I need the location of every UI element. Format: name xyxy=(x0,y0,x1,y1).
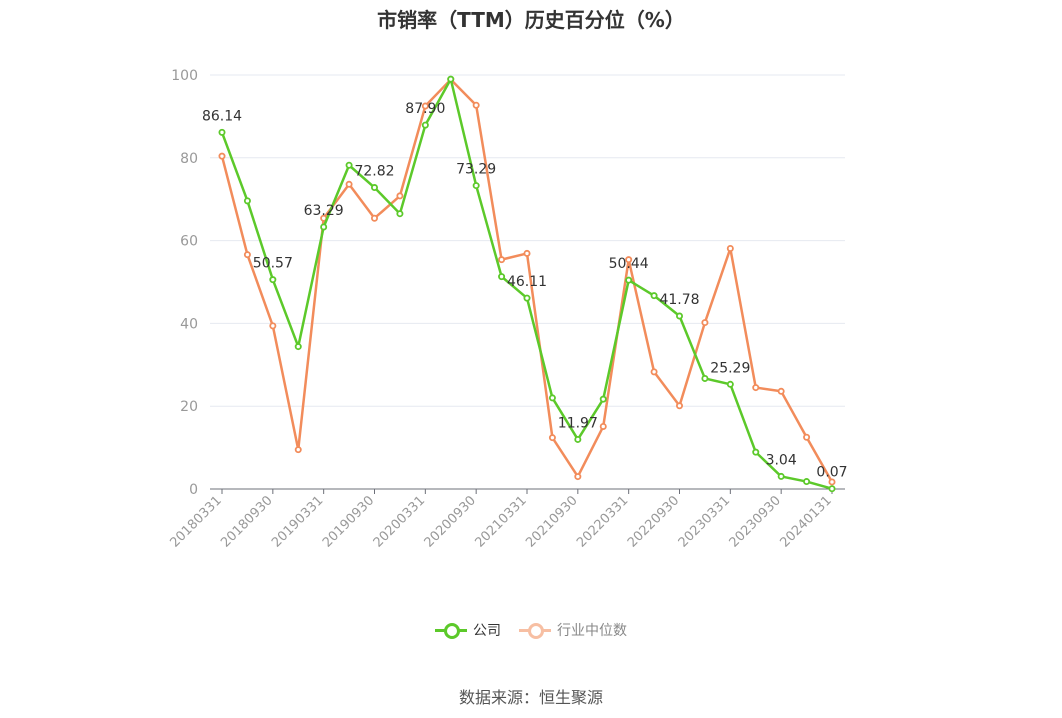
data-point xyxy=(777,387,785,395)
chart-title: 市销率（TTM）历史百分位（%） xyxy=(377,8,685,32)
data-point xyxy=(345,180,353,188)
data-point xyxy=(574,473,582,481)
data-point xyxy=(421,102,429,110)
data-point xyxy=(523,294,531,302)
data-label: 46.11 xyxy=(507,274,547,290)
data-label: 63.29 xyxy=(304,203,344,219)
x-tick-label: 20210331 xyxy=(472,493,529,550)
x-tick-label: 20230331 xyxy=(676,493,733,550)
x-tick-label: 20190331 xyxy=(269,493,326,550)
data-point xyxy=(370,214,378,222)
x-tick-label: 20240131 xyxy=(777,493,834,550)
data-point xyxy=(447,75,455,83)
data-point xyxy=(243,197,251,205)
source-note: 数据来源：恒生聚源 xyxy=(458,688,603,707)
data-point xyxy=(752,448,760,456)
x-tick-label: 20230930 xyxy=(727,493,784,550)
data-point xyxy=(421,121,429,129)
data-point xyxy=(803,478,811,486)
data-point xyxy=(498,256,506,264)
y-tick-label: 100 xyxy=(171,68,198,84)
data-point xyxy=(269,322,277,330)
data-label: 87.90 xyxy=(405,101,445,117)
data-label: 73.29 xyxy=(456,162,496,178)
data-point xyxy=(472,182,480,190)
data-point xyxy=(472,101,480,109)
data-point xyxy=(599,422,607,430)
legend-label-company: 公司 xyxy=(473,623,501,639)
y-tick-label: 80 xyxy=(180,151,198,167)
data-point xyxy=(777,472,785,480)
x-tick-label: 20180331 xyxy=(167,493,224,550)
data-point xyxy=(574,435,582,443)
data-point xyxy=(726,244,734,252)
y-tick-label: 40 xyxy=(180,316,198,332)
y-tick-label: 60 xyxy=(180,234,198,250)
x-tick-label: 20190930 xyxy=(320,493,377,550)
data-point xyxy=(676,312,684,320)
data-point xyxy=(828,478,836,486)
data-point xyxy=(498,273,506,281)
x-tick-label: 20180930 xyxy=(218,493,275,550)
data-point xyxy=(701,319,709,327)
legend-item-company[interactable]: 公司 xyxy=(435,620,501,640)
legend: 公司 行业中位数 xyxy=(0,620,1062,640)
data-point xyxy=(625,256,633,264)
x-tick-label: 20200331 xyxy=(371,493,428,550)
data-label: 25.29 xyxy=(710,360,750,376)
data-point xyxy=(726,380,734,388)
data-point xyxy=(396,192,404,200)
data-point xyxy=(345,161,353,169)
data-point xyxy=(294,343,302,351)
data-point xyxy=(803,433,811,441)
data-point xyxy=(548,394,556,402)
data-point xyxy=(599,395,607,403)
data-point xyxy=(650,368,658,376)
legend-label-industry-median: 行业中位数 xyxy=(557,623,627,639)
legend-marker-icon xyxy=(435,622,467,639)
y-tick-label: 0 xyxy=(189,482,198,498)
data-label: 11.97 xyxy=(558,415,598,431)
data-label: 41.78 xyxy=(659,292,699,308)
data-point xyxy=(243,251,251,259)
data-point xyxy=(218,128,226,136)
data-point xyxy=(370,184,378,192)
data-point xyxy=(320,223,328,231)
x-tick-label: 20210930 xyxy=(523,493,580,550)
data-point xyxy=(294,446,302,454)
data-label: 72.82 xyxy=(354,164,394,180)
data-label: 50.44 xyxy=(609,256,649,272)
y-tick-label: 20 xyxy=(180,399,198,415)
x-tick-label: 20220331 xyxy=(574,493,631,550)
data-label: 0.07 xyxy=(816,465,847,481)
data-point xyxy=(676,402,684,410)
data-point xyxy=(625,276,633,284)
data-point xyxy=(701,374,709,382)
legend-item-industry-median[interactable]: 行业中位数 xyxy=(519,620,627,640)
x-tick-label: 20200930 xyxy=(422,493,479,550)
data-point xyxy=(523,249,531,257)
legend-marker-icon xyxy=(519,622,551,639)
data-point xyxy=(828,485,836,493)
data-label: 3.04 xyxy=(766,452,797,468)
data-point xyxy=(218,152,226,160)
data-label: 50.57 xyxy=(253,256,293,272)
data-point xyxy=(396,210,404,218)
data-point xyxy=(752,384,760,392)
data-point xyxy=(269,276,277,284)
data-point xyxy=(650,292,658,300)
x-tick-label: 20220930 xyxy=(625,493,682,550)
data-label: 86.14 xyxy=(202,108,242,124)
data-point xyxy=(548,434,556,442)
